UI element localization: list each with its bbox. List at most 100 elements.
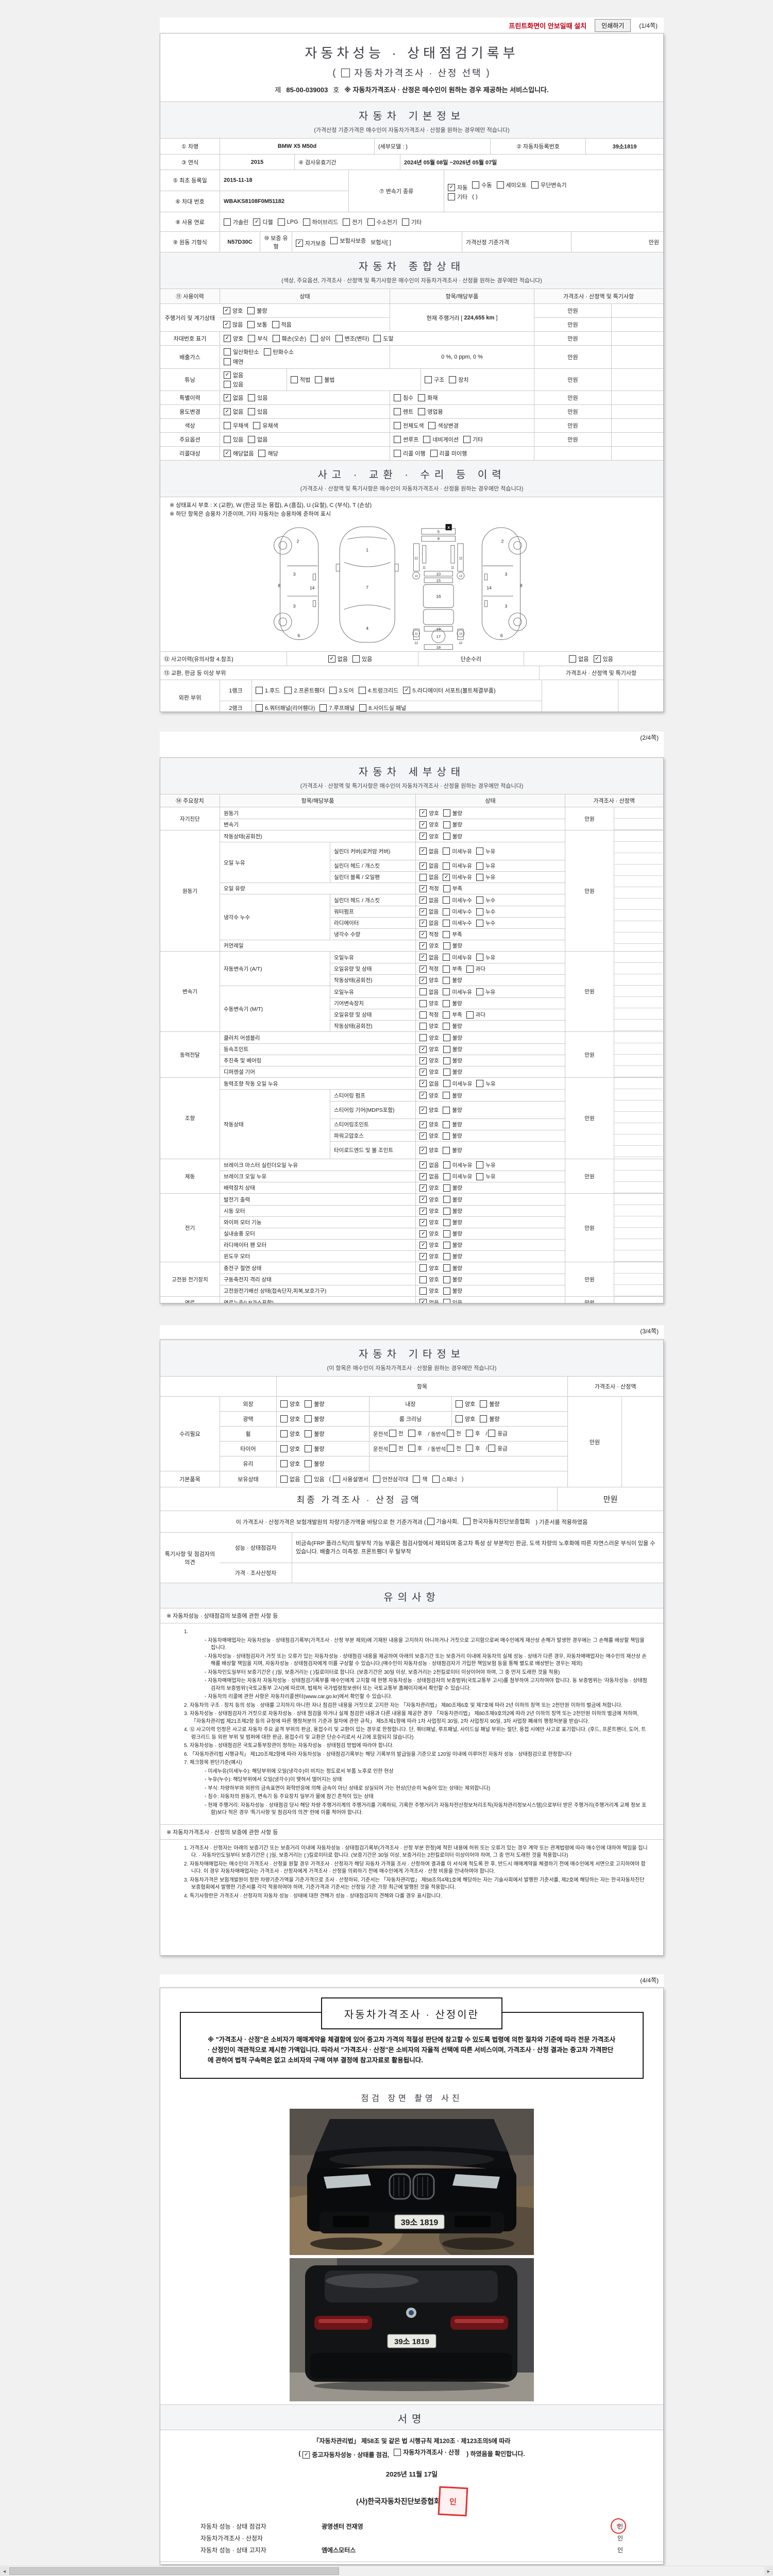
- checkbox-unchecked[interactable]: 양호: [419, 1276, 439, 1283]
- checkbox-unchecked[interactable]: 훼손(오손): [272, 334, 306, 343]
- checkbox-unchecked[interactable]: 리콜 이행: [394, 449, 426, 457]
- checkbox-box[interactable]: [413, 1475, 421, 1483]
- checkbox-box[interactable]: [443, 1022, 450, 1030]
- checkbox-box[interactable]: [443, 1161, 450, 1168]
- checkbox-box[interactable]: [224, 436, 231, 443]
- checkbox-unchecked[interactable]: 전: [389, 1445, 404, 1452]
- checkbox-box[interactable]: [456, 1415, 463, 1422]
- checkbox-box[interactable]: [423, 436, 431, 443]
- checkbox-box[interactable]: [443, 1132, 450, 1140]
- checkbox-box[interactable]: [443, 1034, 450, 1041]
- checkbox-box[interactable]: [425, 376, 432, 383]
- checkbox-checked[interactable]: ✓ 해당없음: [224, 449, 254, 457]
- checkbox-box[interactable]: [480, 1400, 488, 1408]
- checkbox-box[interactable]: [224, 218, 231, 226]
- checkbox-box[interactable]: [480, 1415, 488, 1422]
- checkbox-unchecked[interactable]: 불량: [443, 1287, 462, 1295]
- checkbox-unchecked[interactable]: 사용설명서: [333, 1475, 368, 1483]
- checkbox-box[interactable]: ✓: [419, 1121, 427, 1128]
- checkbox-box[interactable]: [443, 1196, 450, 1203]
- checkbox-unchecked[interactable]: 일산화탄소: [224, 348, 259, 356]
- checkbox-box[interactable]: [443, 1207, 450, 1215]
- checkbox-unchecked[interactable]: 기타: [401, 218, 422, 226]
- checkbox-box[interactable]: [359, 704, 367, 711]
- scroll-left-icon[interactable]: ◄: [0, 2567, 9, 2575]
- checkbox-box[interactable]: [463, 1518, 471, 1525]
- checkbox-box[interactable]: [305, 1400, 312, 1408]
- checkbox-box[interactable]: ✓: [419, 1146, 427, 1154]
- checkbox-unchecked[interactable]: 잭: [413, 1475, 428, 1483]
- checkbox-unchecked[interactable]: 안전삼각대: [373, 1475, 408, 1483]
- checkbox-unchecked[interactable]: 탄화수소: [263, 348, 294, 356]
- checkbox-box[interactable]: [419, 1022, 427, 1030]
- checkbox-unchecked[interactable]: 불량: [443, 942, 462, 950]
- checkbox-box[interactable]: [443, 833, 450, 840]
- checkbox-unchecked[interactable]: 미세누수: [443, 919, 472, 927]
- checkbox-unchecked[interactable]: 기술사회,: [427, 1517, 459, 1526]
- checkbox-box[interactable]: [358, 687, 366, 694]
- checkbox-box[interactable]: [466, 965, 474, 973]
- checkbox-unchecked[interactable]: 없음: [569, 655, 589, 663]
- checkbox-box[interactable]: [256, 704, 263, 711]
- checkbox-box[interactable]: ✓: [224, 450, 231, 457]
- checkbox-unchecked[interactable]: 양호: [419, 1034, 439, 1042]
- checkbox-box[interactable]: [447, 1445, 455, 1452]
- checkbox-box[interactable]: [447, 1430, 455, 1437]
- checkbox-box[interactable]: ✓: [448, 183, 455, 191]
- checkbox-unchecked[interactable]: 응급: [488, 1445, 508, 1452]
- checkbox-box[interactable]: [443, 965, 450, 973]
- checkbox-box[interactable]: [443, 1106, 450, 1114]
- checkbox-box[interactable]: ✓: [419, 885, 427, 892]
- checkbox-box[interactable]: [303, 218, 310, 226]
- checkbox-box[interactable]: ✓: [419, 1230, 427, 1238]
- checkbox-box[interactable]: [465, 1445, 473, 1452]
- checkbox-box[interactable]: [305, 1445, 312, 1452]
- checkbox-box[interactable]: ✓: [419, 1241, 427, 1249]
- checkbox-unchecked[interactable]: 썬루프: [394, 435, 418, 444]
- checkbox-box[interactable]: [256, 687, 263, 694]
- checkbox-unchecked[interactable]: 불량: [443, 1022, 462, 1030]
- checkbox-box[interactable]: ✓: [419, 1196, 427, 1203]
- checkbox-box[interactable]: [280, 1445, 288, 1452]
- checkbox-box[interactable]: [443, 1299, 450, 1303]
- checkbox-box[interactable]: [443, 1057, 450, 1064]
- checkbox-unchecked[interactable]: 6.쿼터패널(리어휀다): [256, 704, 315, 711]
- checkbox-unchecked[interactable]: 불량: [443, 1146, 462, 1154]
- checkbox-checked[interactable]: ✓ 양호: [419, 1106, 439, 1114]
- checkbox-unchecked[interactable]: 적음: [272, 320, 292, 329]
- checkbox-checked[interactable]: ✓ 없음: [419, 1161, 439, 1169]
- checkbox-checked[interactable]: ✓ 양호: [419, 1218, 439, 1226]
- checkbox-box[interactable]: [305, 1475, 312, 1483]
- checkbox-unchecked[interactable]: 누유: [476, 862, 495, 870]
- checkbox-box[interactable]: [408, 1430, 415, 1437]
- checkbox-checked[interactable]: ✓ 양호: [419, 1146, 439, 1154]
- checkbox-unchecked[interactable]: 양호: [456, 1415, 475, 1423]
- checkbox-unchecked[interactable]: 미세누유: [443, 848, 472, 855]
- checkbox-box[interactable]: [465, 1430, 473, 1437]
- checkbox-unchecked[interactable]: 불량: [247, 307, 267, 315]
- checkbox-box[interactable]: [284, 687, 292, 694]
- checkbox-box[interactable]: ✓: [223, 321, 230, 328]
- checkbox-unchecked[interactable]: 리콜 미이행: [430, 449, 467, 457]
- checkbox-unchecked[interactable]: 수동: [472, 181, 492, 189]
- checkbox-box[interactable]: [443, 988, 450, 995]
- checkbox-box[interactable]: [488, 1430, 496, 1437]
- checkbox-unchecked[interactable]: 해당: [258, 449, 278, 457]
- checkbox-checked[interactable]: ✓ 없음: [224, 371, 243, 379]
- checkbox-box[interactable]: ✓: [224, 408, 231, 415]
- checkbox-box[interactable]: [315, 376, 323, 383]
- price-appraisal-checkbox[interactable]: [341, 68, 350, 77]
- checkbox-unchecked[interactable]: 미세누유: [443, 1173, 472, 1180]
- checkbox-checked[interactable]: ✓ 없음: [224, 408, 243, 416]
- checkbox-checked[interactable]: ✓ 양호: [419, 942, 439, 950]
- checkbox-box[interactable]: ✓: [419, 976, 427, 984]
- checkbox-box[interactable]: [466, 1011, 474, 1019]
- checkbox-box[interactable]: [443, 821, 450, 828]
- checkbox-unchecked[interactable]: 세미오토: [496, 181, 527, 189]
- checkbox-box[interactable]: [443, 1011, 450, 1019]
- checkbox-box[interactable]: [389, 1445, 396, 1452]
- checkbox-unchecked[interactable]: 불량: [443, 1196, 462, 1204]
- checkbox-unchecked[interactable]: 색상변경: [428, 421, 459, 430]
- checkbox-box[interactable]: [291, 376, 298, 383]
- checkbox-unchecked[interactable]: 불량: [443, 1184, 462, 1192]
